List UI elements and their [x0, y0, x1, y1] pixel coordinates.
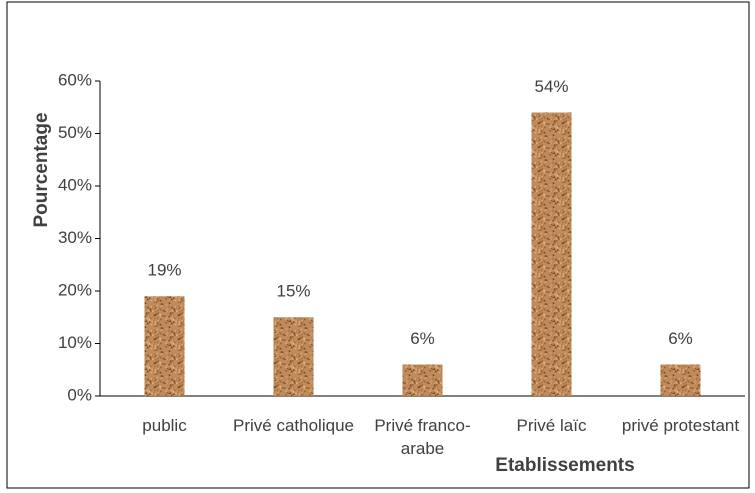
- value-label: 19%: [147, 261, 181, 280]
- y-tick-label: 40%: [58, 175, 92, 194]
- y-tick-label: 10%: [58, 333, 92, 352]
- bar: [144, 296, 185, 396]
- y-tick-label: 50%: [58, 123, 92, 142]
- x-tick-label: Privé catholique: [233, 416, 354, 435]
- bar: [273, 317, 314, 396]
- value-label: 15%: [276, 282, 310, 301]
- x-axis-title: Etablissements: [495, 455, 634, 476]
- x-tick-label: Privé laïc: [516, 416, 587, 435]
- y-axis-title: Pourcentage: [31, 112, 52, 227]
- x-tick-label: public: [142, 416, 187, 435]
- bar: [660, 364, 701, 396]
- x-tick-label: privé protestant: [621, 416, 740, 435]
- y-tick-label: 0%: [67, 385, 92, 404]
- y-tick-label: 60%: [58, 70, 92, 89]
- frame: [6, 1, 750, 489]
- value-label: 6%: [410, 329, 435, 348]
- bar: [402, 364, 443, 396]
- value-label: 6%: [668, 329, 693, 348]
- value-label: 54%: [534, 77, 568, 96]
- bar: [531, 112, 572, 396]
- y-tick-label: 30%: [58, 228, 92, 247]
- x-tick-label: Privé franco-arabe: [374, 416, 471, 458]
- y-tick-label: 20%: [58, 280, 92, 299]
